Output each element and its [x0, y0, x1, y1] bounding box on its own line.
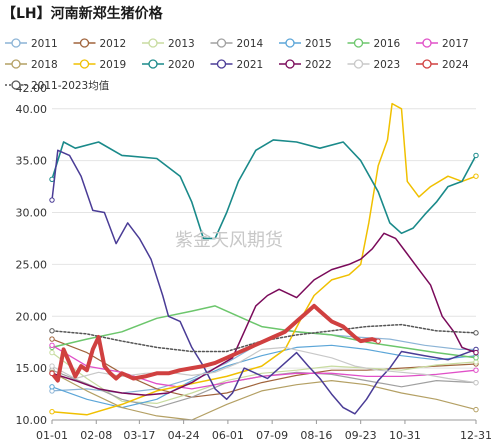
legend-label: 2015: [305, 38, 332, 50]
legend-swatch-marker: [422, 59, 432, 69]
series-point-2011-2023均值-end: [473, 330, 479, 336]
y-tick-label: 35.00: [16, 155, 48, 168]
legend-label: 2023: [374, 59, 401, 71]
legend-label: 2013: [168, 38, 195, 50]
series-point-2016-end: [473, 355, 479, 361]
legend-label: 2020: [168, 59, 195, 71]
legend-item-2012[interactable]: 2012: [73, 38, 127, 50]
series-point-2021-start: [49, 197, 55, 203]
legend-swatch-marker: [353, 59, 364, 69]
y-tick-label: 40.00: [16, 103, 48, 116]
legend-item-2021[interactable]: 2021: [210, 59, 264, 71]
x-tick-label: 01-01: [36, 429, 68, 442]
legend-swatch-marker: [11, 59, 21, 69]
legend-label: 2012: [100, 38, 127, 50]
series-point-2024-start: [49, 370, 55, 377]
x-tick-label: 08-16: [300, 429, 332, 442]
legend-item-2020[interactable]: 2020: [142, 59, 195, 71]
grid: [52, 108, 476, 421]
y-tick-label-top: 42.00: [16, 82, 48, 95]
x-tick-label: 09-23: [345, 429, 377, 442]
legend-label: 2017: [442, 38, 469, 50]
y-tick-label: 30.00: [16, 207, 48, 220]
legend-item-2024[interactable]: 2024: [416, 59, 469, 71]
y-tick-label: 25.00: [16, 258, 48, 271]
legend-swatch-marker: [79, 38, 90, 48]
x-tick-label: 04-24: [168, 429, 200, 442]
legend-item-2011[interactable]: 2011: [5, 38, 58, 50]
y-tick-label: 10.00: [16, 414, 48, 427]
chart-title: 【LH】河南新郑生猪价格: [2, 6, 163, 22]
legend-item-2022[interactable]: 2022: [279, 59, 332, 71]
y-tick-label: 20.00: [16, 310, 48, 323]
legend-item-2017[interactable]: 2017: [416, 38, 469, 50]
x-tick-label: 12-31: [460, 429, 492, 442]
series-point-2019-start: [49, 409, 55, 415]
series-point-2013-start: [49, 349, 55, 356]
series-line-2021: [51, 149, 477, 415]
x-tick-label: 07-09: [256, 429, 288, 442]
series-point-2018-end: [473, 406, 479, 413]
series-line-2013: [51, 352, 477, 404]
legend-swatch-marker: [148, 38, 158, 48]
legend-swatch-marker: [11, 80, 21, 90]
legend-label: 2016: [374, 38, 401, 50]
series-point-2022-end: [473, 349, 479, 356]
legend-item-2018[interactable]: 2018: [5, 59, 58, 71]
legend-swatch-marker: [353, 38, 364, 48]
legend: 2011 2012 2013 2014 2015 2016 2017 2018 2019 2020…: [5, 38, 469, 92]
legend-swatch-marker: [11, 38, 21, 48]
legend-item-2023[interactable]: 2023: [347, 59, 401, 71]
series-point-2019-end: [473, 173, 479, 179]
series-line-2020: [51, 139, 477, 240]
legend-swatch-marker: [285, 59, 295, 69]
legend-item-2016[interactable]: 2016: [347, 38, 401, 50]
series-point-2017-start: [49, 342, 55, 348]
series-point-2012-start: [49, 336, 55, 342]
legend-swatch-marker: [422, 38, 432, 48]
series-line-2018: [51, 371, 477, 421]
series-point-2017-end: [473, 367, 479, 373]
legend-label: 2011-2023均值: [31, 79, 110, 92]
x-tick-label: 10-31: [389, 429, 421, 442]
watermark: 紫金天风期货: [175, 230, 283, 251]
axis-layer: 10.00 15.00 20.00 25.00 30.00 35.00 40.00 42.00…: [16, 82, 492, 442]
legend-label: 2019: [100, 59, 127, 71]
legend-item-2011-2023均值[interactable]: 2011-2023均值: [5, 79, 110, 92]
series-point-2024-end: [375, 338, 381, 344]
x-tick-label: 06-01: [212, 429, 244, 442]
legend-label: 2024: [442, 59, 469, 71]
x-tick-label: 02-08: [80, 429, 112, 442]
legend-label: 2014: [237, 38, 264, 50]
legend-item-2019[interactable]: 2019: [73, 59, 127, 71]
legend-item-2015[interactable]: 2015: [279, 38, 332, 50]
series-point-2011-2023均值-start: [49, 328, 55, 334]
legend-swatch-marker: [216, 38, 227, 48]
series-point-2020-end: [473, 152, 479, 159]
legend-label: 2021: [237, 59, 264, 71]
legend-swatch-marker: [216, 59, 227, 69]
legend-label: 2011: [31, 38, 58, 50]
series-line-2016: [51, 305, 477, 359]
legend-swatch-marker: [285, 38, 295, 48]
y-tick-label: 15.00: [16, 362, 48, 375]
series-layer: [49, 102, 479, 421]
legend-label: 2022: [305, 59, 332, 71]
series-point-2015-start: [49, 384, 55, 390]
legend-item-2014[interactable]: 2014: [210, 38, 264, 50]
series-line-2024: [50, 303, 381, 383]
x-tick-label: 03-17: [123, 429, 155, 442]
legend-item-2013[interactable]: 2013: [142, 38, 195, 50]
series-point-2023-end: [473, 379, 479, 386]
series-line-2022: [51, 232, 477, 396]
series-line-2023: [51, 346, 477, 384]
legend-swatch-marker: [79, 59, 90, 69]
legend-swatch-marker: [148, 59, 158, 69]
series-line-2011-2023均值: [51, 323, 477, 353]
legend-label: 2018: [31, 59, 58, 71]
series-point-2023-start: [49, 363, 55, 369]
